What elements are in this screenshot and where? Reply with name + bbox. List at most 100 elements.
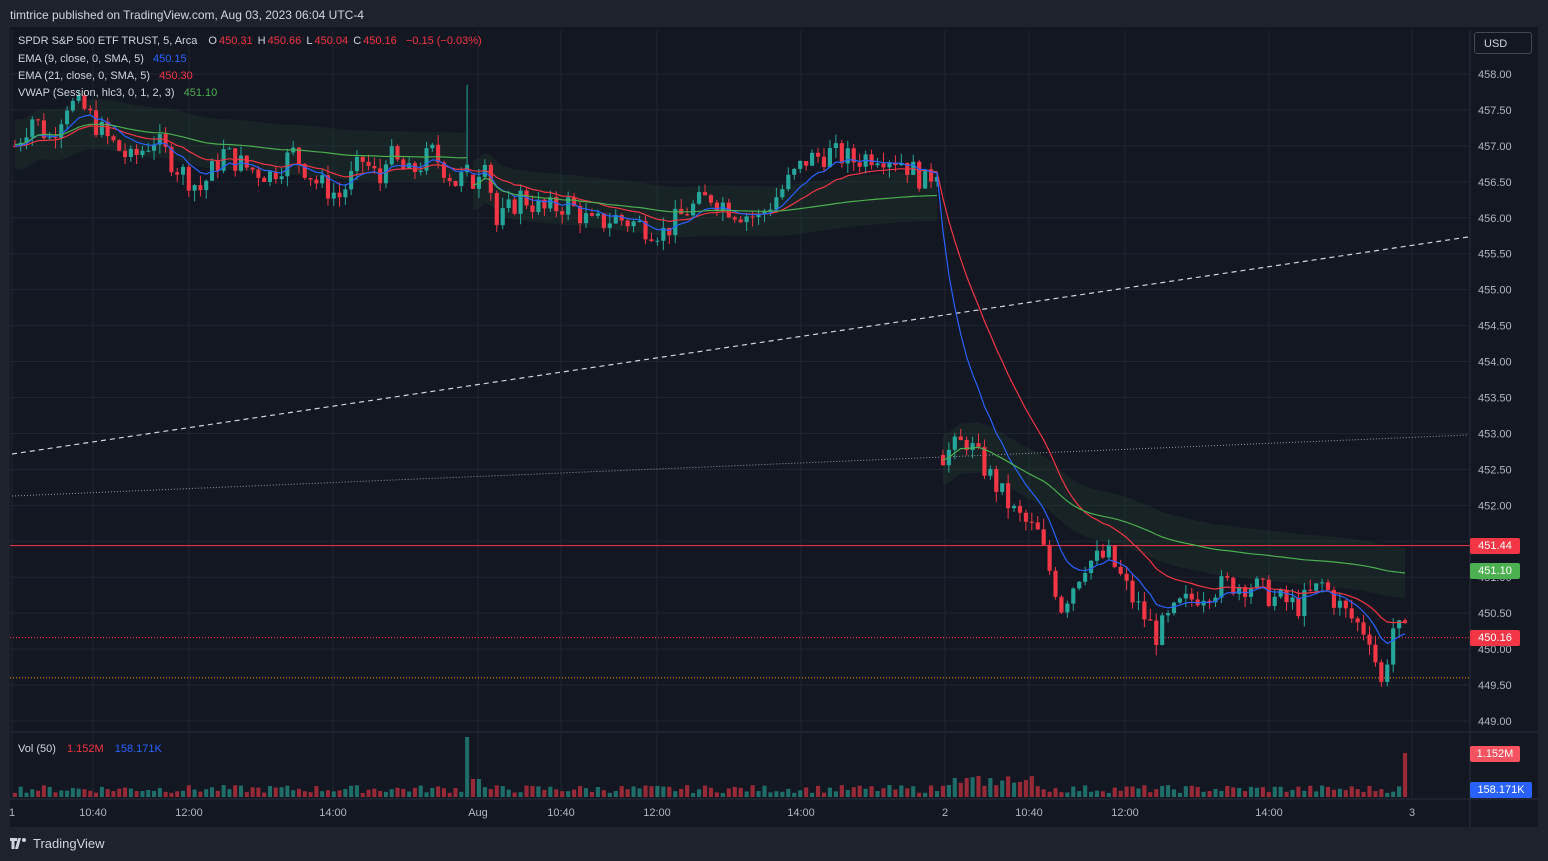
candle-body — [273, 171, 278, 180]
volume-bar — [1260, 787, 1265, 797]
candle-body — [349, 171, 354, 190]
candle-body — [1047, 544, 1052, 571]
volume-bar — [857, 785, 862, 797]
candle-body — [613, 214, 618, 224]
candle-body — [256, 169, 261, 178]
volume-bar — [780, 791, 785, 797]
volume-bar — [169, 792, 174, 797]
candle-body — [1225, 576, 1230, 578]
volume-bar — [667, 786, 672, 797]
candle-body — [88, 108, 93, 111]
candle-body — [970, 443, 975, 450]
volume-bar — [331, 791, 336, 797]
volume-bar — [643, 785, 648, 797]
candle-body — [786, 174, 791, 190]
volume-bar — [1349, 786, 1354, 797]
candle-body — [325, 175, 330, 199]
volume-bar — [65, 790, 70, 797]
candle-body — [378, 168, 383, 184]
x-tick-label: 12:00 — [643, 807, 671, 819]
volume-bar — [1041, 789, 1046, 797]
candle-body — [1029, 521, 1034, 523]
volume-bar — [982, 785, 987, 797]
candle-body — [1385, 664, 1390, 682]
chart-frame[interactable] — [10, 27, 1538, 827]
volume-bar — [436, 786, 441, 797]
candle-body — [780, 189, 785, 198]
candle-body — [839, 143, 844, 164]
volume-bar — [1237, 787, 1242, 797]
candle-body — [917, 161, 922, 189]
volume-bar — [720, 792, 725, 797]
volume-bar — [267, 785, 273, 797]
x-tick-label: 2 — [942, 807, 948, 819]
candle-body — [1325, 582, 1331, 590]
volume-bar — [337, 790, 342, 797]
y-tick-label: 458.00 — [1478, 69, 1512, 81]
candle-body — [637, 220, 642, 222]
candle-body — [494, 192, 499, 226]
candle-body — [732, 217, 737, 220]
volume-bar — [685, 785, 690, 797]
volume-bar — [1047, 791, 1052, 797]
candle-body — [441, 162, 446, 178]
symbol-name: SPDR S&P 500 ETF TRUST, 5, Arca — [18, 35, 198, 47]
volume-bar — [970, 777, 975, 797]
volume-bar — [325, 790, 330, 797]
volume-bar — [940, 785, 946, 797]
candle-body — [47, 137, 52, 139]
volume-bar — [175, 791, 180, 797]
volume-bar — [1391, 791, 1396, 797]
volume-bar — [1243, 791, 1248, 797]
candle-body — [1171, 602, 1177, 614]
volume-bar — [401, 788, 406, 797]
volume-bar — [988, 778, 993, 797]
grid-lines — [10, 30, 1538, 827]
candle-body — [649, 239, 654, 242]
candle-body — [134, 148, 139, 155]
candle-body — [459, 172, 464, 187]
x-tick-label: 14:00 — [319, 807, 347, 819]
candle-body — [964, 440, 969, 450]
candle-body — [383, 164, 388, 184]
candle-body — [424, 148, 429, 171]
volume-legend[interactable]: Vol (50) 1.152M 158.171K — [18, 743, 164, 755]
volume-bar — [887, 785, 892, 797]
vwap-value: 451.10 — [183, 87, 218, 99]
candle-body — [302, 163, 307, 178]
volume-bar — [1171, 789, 1177, 797]
candle-body — [1272, 596, 1277, 607]
candle-body — [1166, 613, 1171, 616]
candle-body — [928, 169, 934, 182]
candle-body — [1059, 596, 1064, 613]
volume-bar — [1402, 753, 1408, 797]
volume-bar — [756, 791, 761, 797]
candle-body — [1017, 505, 1023, 513]
x-tick-label: 12:00 — [175, 807, 203, 819]
volume-bar — [1219, 790, 1224, 797]
volume-bar — [1331, 789, 1337, 797]
volume-bar — [465, 737, 470, 797]
volume-bar — [453, 788, 458, 797]
volume-bar — [1302, 790, 1307, 797]
vwap-legend[interactable]: VWAP (Session, hlc3, 0, 1, 2, 3) 451.10 — [18, 87, 219, 99]
volume-bar — [726, 788, 731, 797]
volume-bar — [279, 787, 284, 797]
volume-bar — [637, 788, 642, 797]
volume-bar — [94, 792, 99, 797]
volume-bar — [768, 792, 773, 797]
candle-body — [1118, 566, 1123, 574]
volume-bar — [482, 787, 487, 797]
candle-body — [41, 120, 46, 139]
currency-button[interactable]: USD — [1474, 32, 1532, 54]
candle-body — [123, 150, 128, 158]
ema9-legend[interactable]: EMA (9, close, 0, SMA, 5) 450.15 — [18, 53, 189, 65]
volume-bar — [792, 792, 797, 797]
ema21-legend[interactable]: EMA (21, close, 0, SMA, 5) 450.30 — [18, 70, 195, 82]
candle-body — [296, 147, 302, 164]
volume-bar — [994, 785, 999, 797]
candle-body — [82, 95, 87, 109]
volume-bar — [524, 785, 529, 797]
brand-footer[interactable]: TradingView — [10, 836, 105, 851]
